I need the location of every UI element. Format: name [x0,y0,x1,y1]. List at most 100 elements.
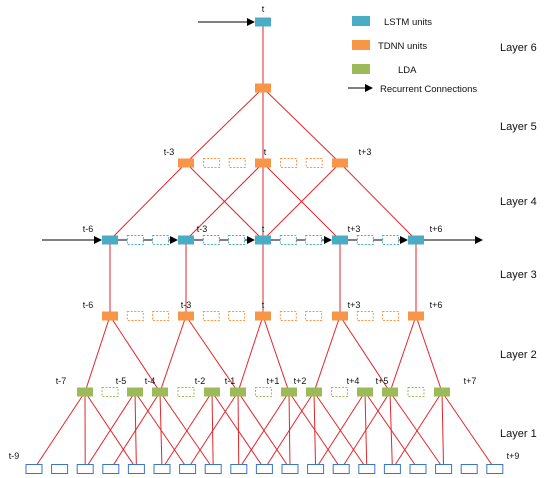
legend: LSTM units TDNN units LDA Recurrent Conn… [348,16,477,95]
tdnn-unit-dashed [279,311,297,321]
input-frame [307,464,325,474]
tdnn-unit-dashed [126,311,144,321]
node-label-input-last: t+9 [507,451,520,461]
node-label: t-2 [195,376,206,386]
tdnn-unit-dashed [305,311,323,321]
node-label: t [264,147,267,157]
input-frame [51,464,69,474]
layer-labels: Layer 6 Layer 5 Layer 4 Layer 3 Layer 2 … [500,42,537,440]
legend-lstm-label: LSTM units [384,17,432,28]
node-label: t+1 [267,376,280,386]
tdnn-unit-dashed [228,311,246,321]
connection-line [159,391,163,470]
lda-unit-dashed [177,387,195,397]
connection-line [441,391,445,470]
connection-line [389,315,417,393]
node-label: t-3 [197,224,208,234]
lda-unit [204,387,220,397]
lda-unit-dashed [407,387,425,397]
connection-line [33,391,86,470]
lstm-unit [332,235,348,245]
legend-tdnn-label: TDNN units [378,41,427,52]
input-frame [230,464,248,474]
node-label: t-1 [225,376,236,386]
connection-line [159,315,187,393]
input-frame [102,464,120,474]
node-label: t+3 [348,224,361,234]
lstm-unit [102,235,118,245]
lda-unit [152,387,168,397]
legend-arrow-label: Recurrent Connections [380,84,477,95]
tdnn-unit-dashed [152,311,170,321]
connection-line [110,391,161,470]
tdnn-unit-dashed [382,311,400,321]
connection-line [441,391,496,470]
node-label: t-6 [83,300,94,310]
layer-6-label: Layer 6 [500,42,537,54]
input-frame [179,464,197,474]
tdnn-unit [178,158,194,168]
connection-line [237,315,264,393]
tdnn-unit [332,311,348,321]
tdnn-unit [102,311,118,321]
node-label: t+6 [430,300,443,310]
input-frame [281,464,299,474]
tdnn-unit-dashed [202,311,220,321]
connection-line [262,315,290,393]
input-frame [204,464,222,474]
connection-line [389,391,393,470]
input-frame [435,464,453,474]
input-frame [460,464,478,474]
input-frame [153,464,171,474]
legend-lstm-swatch [352,16,370,26]
lstm-unit [255,235,271,245]
lda-unit [382,387,398,397]
input-frame [486,464,504,474]
connection-line [315,391,366,470]
layer-4-label: Layer 4 [500,196,537,208]
tdnn-unit [178,311,194,321]
lstm-unit-dashed [152,235,170,245]
connection-line [185,87,264,164]
tdnn-unit [255,83,271,93]
connection-line [84,391,136,470]
input-frame [76,464,94,474]
input-frame [255,464,273,474]
connection-line [109,162,187,241]
lstm-unit-dashed [126,235,144,245]
node-label-input-first: t-9 [9,451,20,461]
connection-line [313,315,341,393]
tdnn-unit [255,311,271,321]
tdnn-unit [255,158,271,168]
node-label: t-3 [181,300,192,310]
node-label: t+2 [294,376,307,386]
node-label: t-4 [145,376,156,386]
lda-unit [306,387,322,397]
tdnn-unit [332,158,348,168]
layer-3-label: Layer 3 [500,269,537,281]
lda-unit [127,387,143,397]
input-frame [358,464,376,474]
legend-tdnn-swatch [352,40,370,50]
input-frame [332,464,350,474]
node-label: t [262,224,265,234]
node-labels-group: t t-3 t t+3 t-6 t-3 t t+3 t+6 t-6 t-3 t t+3 t+6 t-7 t-5… [9,4,520,461]
connection-line [391,391,443,470]
connection-line [237,391,240,470]
lstm-unit-dashed [305,235,323,245]
lstm-unit-dashed [279,235,297,245]
connections-group [33,22,496,470]
lda-unit [77,387,93,397]
node-label: t-3 [164,147,175,157]
connection-line [262,87,341,164]
tdnn-unit-dashed [280,158,298,168]
lstm-unit-dashed [202,235,220,245]
node-label: t+7 [464,376,477,386]
lstm-unit [408,235,424,245]
node-label: t-7 [56,376,67,386]
lstm-unit [255,17,271,27]
connection-line [339,162,417,241]
input-frame [409,464,427,474]
layer-5-label: Layer 5 [500,121,537,133]
